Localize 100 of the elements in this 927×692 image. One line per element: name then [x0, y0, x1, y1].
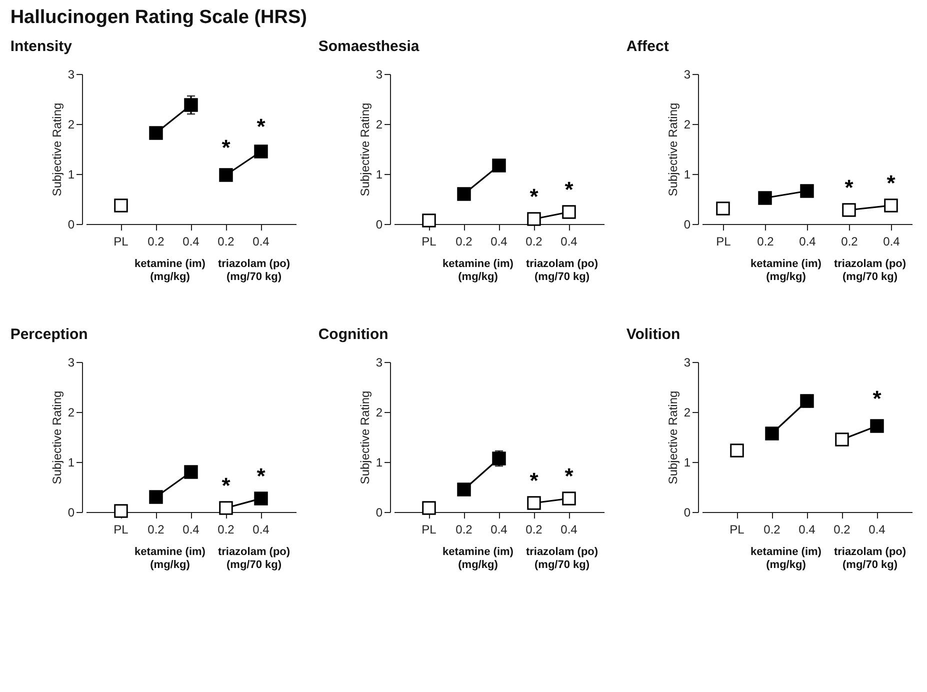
point [184, 465, 198, 479]
chart-title: Somaesthesia [318, 38, 420, 55]
text: triazolam (po) (mg/70 kg) [834, 258, 906, 283]
x-tick-label: 0.4 [182, 234, 200, 248]
x-tick-label: PL [114, 522, 129, 536]
y-tick-label: 0 [376, 506, 383, 520]
y-axis-title: Subjective Rating [666, 102, 680, 196]
x-tick-label: 0.4 [182, 522, 200, 536]
x-tick-label: 0.2 [526, 234, 543, 248]
point [800, 394, 814, 408]
text: triazolam (po) (mg/70 kg) [218, 546, 290, 571]
y-tick-label: 3 [684, 68, 691, 82]
y-axis-title: Subjective Rating [358, 390, 372, 484]
y-tick-label: 1 [68, 456, 75, 470]
point [422, 214, 436, 228]
y-tick-label: 1 [376, 456, 383, 470]
point [800, 184, 814, 198]
point [842, 203, 856, 217]
x-tick-label: 0.4 [868, 522, 886, 536]
y-axis-title: Subjective Rating [50, 390, 64, 484]
x-tick-label: PL [422, 234, 437, 248]
point [492, 452, 506, 466]
text: ketamine (im) (mg/kg) [134, 258, 206, 283]
y-tick-label: 1 [376, 168, 383, 182]
x-tick-label: 0.2 [148, 234, 165, 248]
chart-title: Intensity [10, 38, 73, 55]
chart-title: Affect [626, 38, 669, 55]
x-tick-label: PL [730, 522, 745, 536]
x-tick-label: 0.4 [490, 234, 508, 248]
text: ketamine (im) (mg/kg) [134, 546, 206, 571]
text: triazolam (po) (mg/70 kg) [526, 258, 598, 283]
y-tick-label: 0 [376, 218, 383, 232]
point [562, 492, 576, 506]
x-tick-label: 0.2 [456, 522, 473, 536]
y-tick-label: 2 [376, 118, 383, 132]
point [114, 198, 128, 212]
y-tick-label: 1 [684, 168, 691, 182]
y-tick-label: 2 [684, 406, 691, 420]
x-tick-label: PL [114, 234, 129, 248]
x-tick-label: PL [422, 522, 437, 536]
y-tick-label: 3 [68, 68, 75, 82]
x-tick-label: 0.4 [252, 522, 270, 536]
x-tick-label: 0.4 [560, 522, 578, 536]
x-tick-label: PL [716, 234, 732, 248]
y-tick-label: 0 [684, 506, 691, 520]
y-axis-title: Subjective Rating [358, 102, 372, 196]
point [149, 126, 163, 140]
x-tick-label: 0.4 [560, 234, 578, 248]
y-axis-title: Subjective Rating [50, 102, 64, 196]
y-tick-label: 3 [68, 356, 75, 370]
point [184, 98, 198, 112]
x-tick-label: 0.4 [798, 522, 816, 536]
x-tick-label: 0.2 [764, 522, 781, 536]
y-tick-label: 2 [68, 406, 75, 420]
point [527, 496, 541, 510]
point [758, 191, 772, 205]
point [219, 168, 233, 182]
point [527, 212, 541, 226]
text: ketamine (im) (mg/kg) [442, 258, 514, 283]
text: triazolam (po) (mg/70 kg) [834, 546, 906, 571]
text: ketamine (im) (mg/kg) [442, 546, 514, 571]
point [422, 501, 436, 515]
data-label: * [872, 386, 882, 411]
point [254, 144, 268, 158]
y-tick-label: 3 [684, 356, 691, 370]
x-tick-label: 0.2 [841, 234, 858, 248]
x-tick-label: 0.2 [218, 234, 235, 248]
data-label: * [222, 135, 231, 160]
x-tick-label: 0.2 [834, 522, 851, 536]
data-label: * [256, 464, 266, 488]
y-tick-label: 2 [68, 118, 75, 132]
point [457, 187, 471, 201]
text: ketamine (im) (mg/kg) [750, 258, 822, 283]
y-tick-label: 1 [684, 456, 691, 470]
y-tick-label: 0 [684, 218, 691, 232]
x-tick-label: 0.2 [218, 522, 235, 536]
y-tick-label: 0 [68, 218, 75, 232]
x-tick-label: 0.4 [490, 522, 508, 536]
point [765, 426, 779, 440]
data-label: * [844, 175, 854, 200]
x-tick-label: 0.4 [883, 234, 900, 248]
y-tick-label: 3 [376, 68, 383, 82]
x-tick-label: 0.4 [799, 234, 816, 248]
data-label: * [530, 468, 539, 493]
data-label: * [564, 177, 574, 202]
point [730, 444, 744, 458]
point [114, 504, 128, 518]
data-label: * [564, 464, 574, 488]
data-label: * [530, 184, 539, 209]
x-tick-label: 0.2 [148, 522, 165, 536]
point [562, 205, 576, 219]
y-axis-title: Subjective Rating [666, 390, 680, 484]
text: triazolam (po) (mg/70 kg) [526, 546, 598, 571]
point [716, 202, 730, 216]
data-label: * [222, 473, 231, 498]
point [457, 482, 471, 496]
point [492, 158, 506, 172]
text: ketamine (im) (mg/kg) [750, 546, 822, 571]
y-tick-label: 0 [68, 506, 75, 520]
data-label: * [886, 170, 896, 196]
